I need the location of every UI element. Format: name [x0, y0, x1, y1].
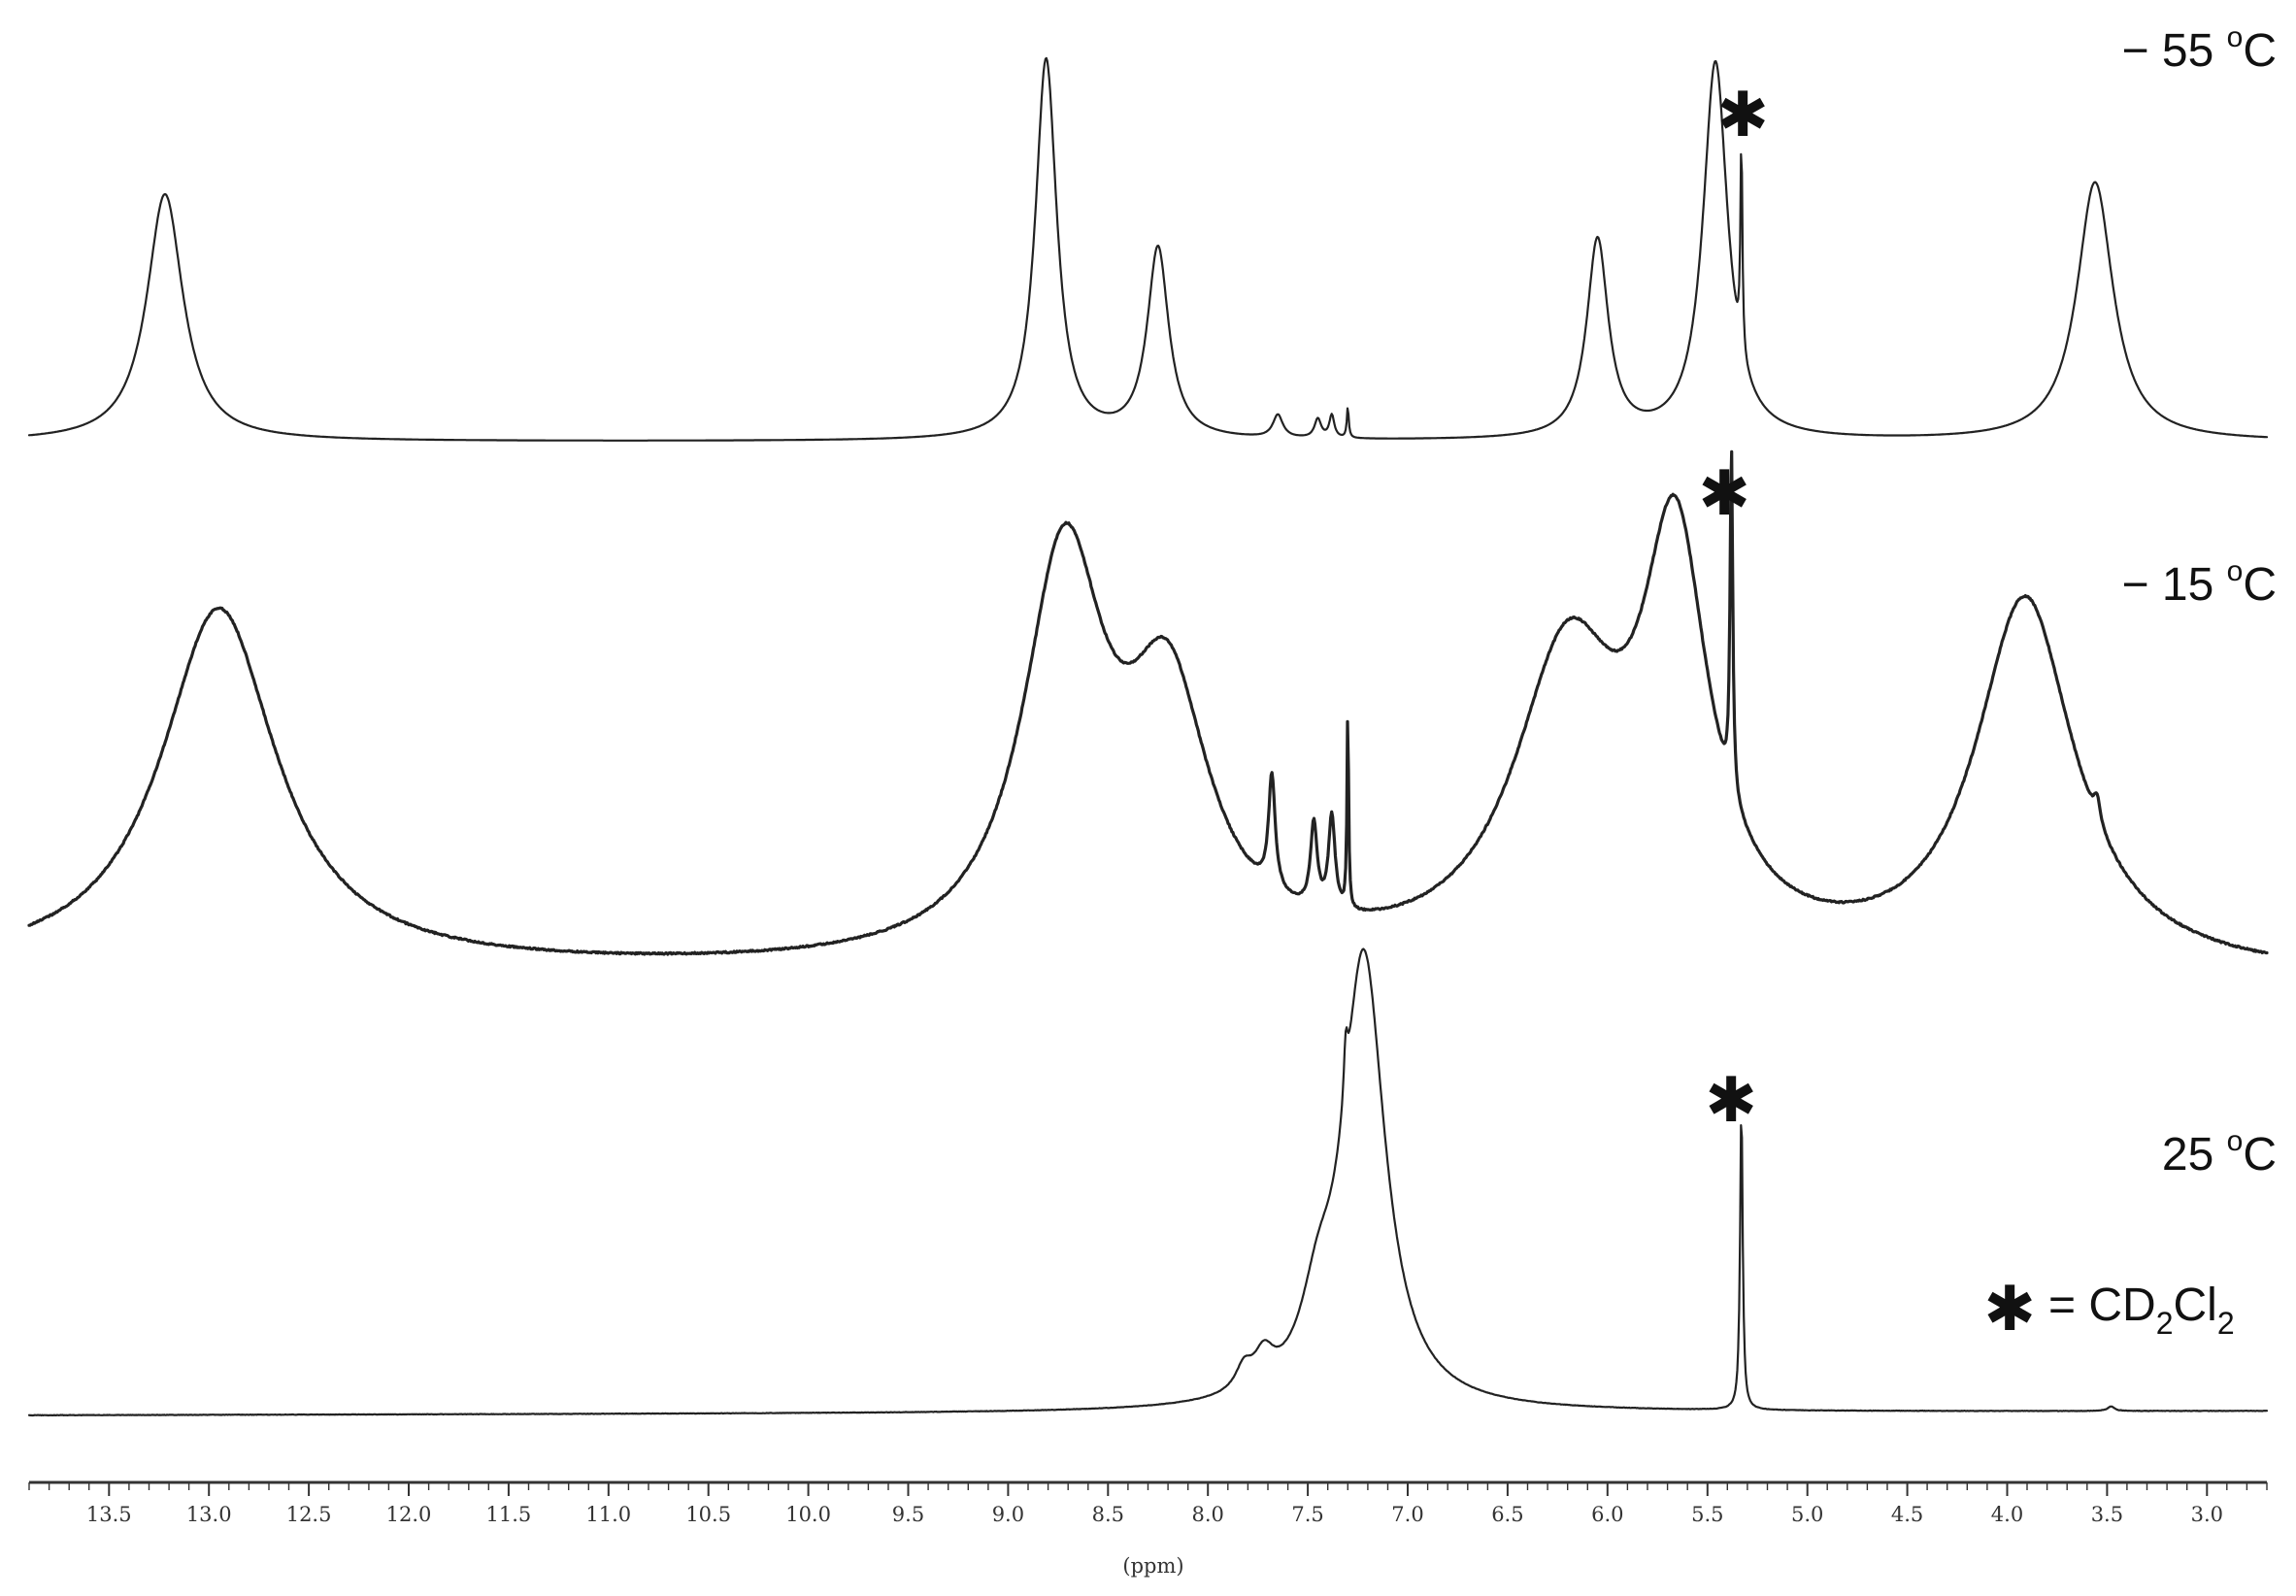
x-tick-label: 4.0 — [1991, 1503, 2023, 1526]
spectra-traces — [27, 56, 2269, 1417]
legend-label: = CD2Cl2 — [2048, 1280, 2235, 1341]
x-tick-label: 11.0 — [585, 1503, 631, 1526]
x-tick-label: 11.5 — [486, 1503, 532, 1526]
x-tick-label: 6.0 — [1591, 1503, 1623, 1526]
x-tick-label: 5.5 — [1691, 1503, 1723, 1526]
spectrum-trace-minus-15 — [27, 449, 2269, 956]
x-tick-label: 13.5 — [86, 1503, 132, 1526]
x-tick-label: 5.0 — [1791, 1503, 1823, 1526]
x-tick-label: 10.0 — [785, 1503, 831, 1526]
x-tick-label: 13.0 — [186, 1503, 232, 1526]
x-tick-label: 4.5 — [1891, 1503, 1923, 1526]
spectrum-trace-minus-55 — [27, 56, 2269, 442]
spectrum-trace-25 — [27, 948, 2269, 1417]
trace-label-minus-55: − 55 oC — [2122, 21, 2277, 77]
x-tick-label: 3.5 — [2091, 1503, 2123, 1526]
solvent-star-minus-55: ✱ — [1716, 80, 1769, 151]
x-tick-label: 9.0 — [992, 1503, 1024, 1526]
solvent-star-minus-15: ✱ — [1698, 458, 1750, 530]
x-tick-label: 10.5 — [685, 1503, 731, 1526]
x-tick-label: 7.5 — [1291, 1503, 1323, 1526]
x-tick-label: 12.5 — [286, 1503, 332, 1526]
legend-star-symbol: ✱ — [1983, 1274, 2036, 1346]
solvent-star-25: ✱ — [1705, 1065, 1757, 1137]
x-tick-label: 9.5 — [892, 1503, 924, 1526]
x-axis: 13.5 13.0 12.5 12.0 11.5 11.0 10.5 10.0 9.5 9.0 8.… — [28, 1480, 2268, 1526]
x-tick-label: 7.0 — [1391, 1503, 1423, 1526]
x-tick-label: 3.0 — [2191, 1503, 2223, 1526]
x-tick-label: 6.5 — [1491, 1503, 1523, 1526]
trace-label-minus-15: − 15 oC — [2122, 555, 2277, 611]
trace-label-25: 25 oC — [2162, 1125, 2277, 1180]
legend: ✱ = CD2Cl2 — [1983, 1274, 2234, 1346]
x-axis-title: (ppm) — [1122, 1554, 1183, 1578]
x-tick-label: 8.0 — [1191, 1503, 1223, 1526]
x-tick-label: 8.5 — [1092, 1503, 1124, 1526]
x-tick-label: 12.0 — [386, 1503, 432, 1526]
